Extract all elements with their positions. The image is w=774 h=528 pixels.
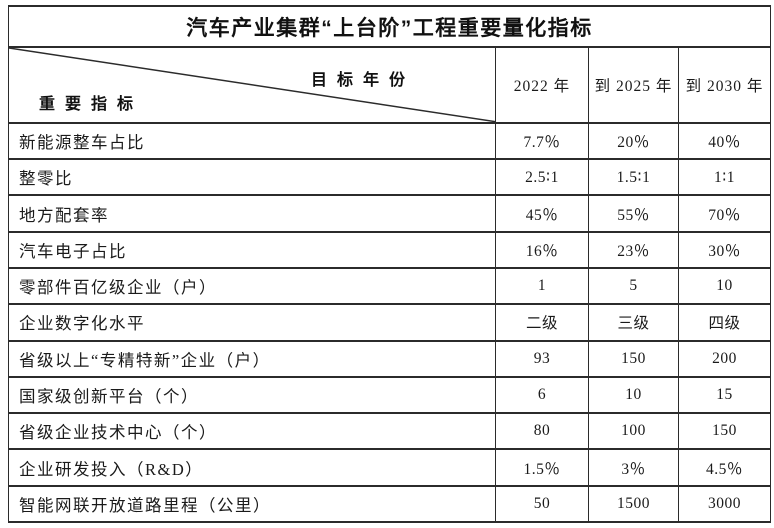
corner-label-target-year: 目标年份 — [311, 72, 416, 90]
table-row: 企业研发投入（R&D） 1.5％ 3％ 4.5％ — [8, 448, 771, 487]
table-row: 国家级创新平台（个） 6 10 15 — [8, 375, 771, 415]
table-row: 新能源整车占比 7.7％ 20％ 40％ — [8, 121, 771, 161]
indicator-label: 零部件百亿级企业（户） — [8, 267, 496, 306]
value-2030: 四级 — [678, 303, 771, 342]
table-header-row: 目标年份 重要指标 2022 年 到 2025 年 到 2030 年 — [8, 46, 771, 124]
table-row: 省级企业技术中心（个） 80 100 150 — [8, 412, 771, 451]
value-2030: 70％ — [678, 194, 771, 233]
table-row: 零部件百亿级企业（户） 1 5 10 — [8, 267, 771, 306]
value-2030: 30％ — [678, 230, 771, 270]
indicator-label: 国家级创新平台（个） — [8, 375, 496, 415]
value-2025: 150 — [588, 339, 679, 378]
value-2025: 20％ — [588, 121, 679, 161]
value-2022: 6 — [495, 375, 589, 415]
value-2030: 200 — [678, 339, 771, 378]
value-2022: 50 — [495, 484, 589, 524]
value-2030: 10 — [678, 267, 771, 306]
indicator-label: 省级以上“专精特新”企业（户） — [8, 339, 496, 378]
table-title-row: 汽车产业集群“上台阶”工程重要量化指标 — [8, 4, 771, 49]
value-2025: 100 — [588, 412, 679, 451]
value-2025: 3％ — [588, 448, 679, 487]
table-body: 新能源整车占比 7.7％ 20％ 40％ 整零比 2.5∶1 1.5∶1 1∶1… — [8, 121, 771, 524]
value-2025: 三级 — [588, 303, 679, 342]
table-title: 汽车产业集群“上台阶”工程重要量化指标 — [8, 4, 771, 49]
diagonal-divider-line — [9, 48, 495, 122]
indicator-label: 新能源整车占比 — [8, 121, 496, 161]
value-2022: 1 — [495, 267, 589, 306]
value-2025: 23％ — [588, 230, 679, 270]
indicator-label: 企业数字化水平 — [8, 303, 496, 342]
value-2022: 2.5∶1 — [495, 158, 589, 197]
indicator-label: 整零比 — [8, 158, 496, 197]
indicator-label: 省级企业技术中心（个） — [8, 412, 496, 451]
table-row: 企业数字化水平 二级 三级 四级 — [8, 303, 771, 342]
value-2022: 1.5％ — [495, 448, 589, 487]
table-row: 省级以上“专精特新”企业（户） 93 150 200 — [8, 339, 771, 378]
value-2022: 93 — [495, 339, 589, 378]
column-header-2030: 到 2030 年 — [678, 46, 771, 124]
indicator-label: 地方配套率 — [8, 194, 496, 233]
value-2022: 45％ — [495, 194, 589, 233]
value-2030: 4.5％ — [678, 448, 771, 487]
indicator-label: 汽车电子占比 — [8, 230, 496, 270]
value-2022: 7.7％ — [495, 121, 589, 161]
value-2030: 40％ — [678, 121, 771, 161]
value-2025: 5 — [588, 267, 679, 306]
value-2030: 1∶1 — [678, 158, 771, 197]
value-2025: 1500 — [588, 484, 679, 524]
corner-label-key-indicator: 重要指标 — [39, 95, 144, 113]
value-2025: 10 — [588, 375, 679, 415]
column-header-2022: 2022 年 — [495, 46, 589, 124]
value-2030: 150 — [678, 412, 771, 451]
column-header-2025: 到 2025 年 — [588, 46, 679, 124]
value-2030: 15 — [678, 375, 771, 415]
indicator-label: 企业研发投入（R&D） — [8, 448, 496, 487]
diagonal-header-cell: 目标年份 重要指标 — [8, 46, 496, 124]
table-row: 地方配套率 45％ 55％ 70％ — [8, 194, 771, 233]
table-row: 汽车电子占比 16％ 23％ 30％ — [8, 230, 771, 270]
indicators-table: 汽车产业集群“上台阶”工程重要量化指标 目标年份 重要指标 2022 年 到 2… — [8, 4, 771, 524]
value-2022: 16％ — [495, 230, 589, 270]
value-2025: 55％ — [588, 194, 679, 233]
value-2025: 1.5∶1 — [588, 158, 679, 197]
value-2022: 80 — [495, 412, 589, 451]
indicator-label: 智能网联开放道路里程（公里） — [8, 484, 496, 524]
quant-indicators-table: 汽车产业集群“上台阶”工程重要量化指标 目标年份 重要指标 2022 年 到 2… — [8, 4, 771, 524]
table-row: 整零比 2.5∶1 1.5∶1 1∶1 — [8, 158, 771, 197]
table-row: 智能网联开放道路里程（公里） 50 1500 3000 — [8, 484, 771, 524]
value-2022: 二级 — [495, 303, 589, 342]
value-2030: 3000 — [678, 484, 771, 524]
